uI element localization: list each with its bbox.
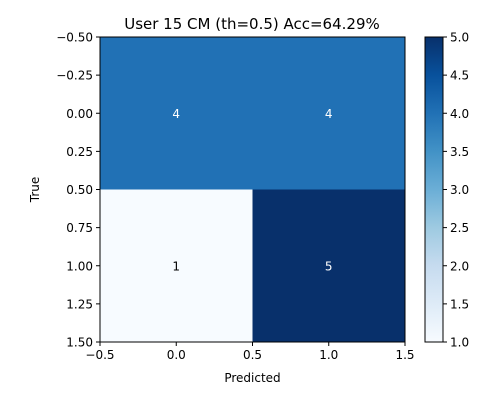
y-tick-label: 0.50 (66, 183, 93, 197)
y-axis-label: True (28, 177, 42, 204)
y-tick-label: 0.00 (66, 107, 93, 121)
chart-title: User 15 CM (th=0.5) Acc=64.29% (124, 15, 380, 33)
x-tick-label: 1.5 (395, 348, 414, 362)
x-tick-label: 0.5 (243, 348, 262, 362)
y-tick-label: 0.25 (66, 145, 93, 159)
colorbar (424, 36, 444, 343)
colorbar-tick-label: 1.0 (450, 336, 469, 350)
colorbar-tick-label: 4.0 (450, 107, 469, 121)
heatmap-cell-labels: 4 4 1 5 (172, 107, 332, 274)
heatmap-cells (100, 37, 405, 342)
colorbar-tick-label: 5.0 (450, 31, 469, 45)
colorbar-ticks: 1.0 1.5 2.0 2.5 3.0 3.5 4.0 4.5 5.0 (443, 31, 469, 350)
y-tick-label: −0.50 (56, 31, 93, 45)
x-tick-label: −0.5 (85, 348, 114, 362)
x-tick-label: 0.0 (167, 348, 186, 362)
colorbar-tick-label: 2.0 (450, 259, 469, 273)
colorbar-tick-label: 3.5 (450, 145, 469, 159)
x-axis-label: Predicted (224, 371, 280, 385)
colorbar-tick-label: 4.5 (450, 69, 469, 83)
y-tick-label: 0.75 (66, 221, 93, 235)
y-tick-label: 1.50 (66, 336, 93, 350)
heatmap-cell (100, 37, 253, 190)
cell-value-label: 4 (325, 107, 333, 121)
y-axis-ticks: −0.50 −0.25 0.00 0.25 0.50 0.75 1.00 1.25 1.50 (56, 31, 100, 350)
colorbar-tick-label: 3.0 (450, 183, 469, 197)
y-tick-label: 1.00 (66, 259, 93, 273)
colorbar-tick-label: 2.5 (450, 221, 469, 235)
x-tick-label: 1.0 (319, 348, 338, 362)
heatmap-cell (100, 189, 253, 342)
colorbar-tick-label: 1.5 (450, 297, 469, 311)
y-tick-label: 1.25 (66, 297, 93, 311)
heatmap-cell (252, 37, 405, 190)
y-tick-label: −0.25 (56, 69, 93, 83)
cell-value-label: 5 (325, 259, 333, 273)
heatmap-cell (252, 189, 405, 342)
cell-value-label: 1 (172, 259, 180, 273)
cell-value-label: 4 (172, 107, 180, 121)
x-axis-ticks: −0.5 0.0 0.5 1.0 1.5 (85, 342, 415, 362)
